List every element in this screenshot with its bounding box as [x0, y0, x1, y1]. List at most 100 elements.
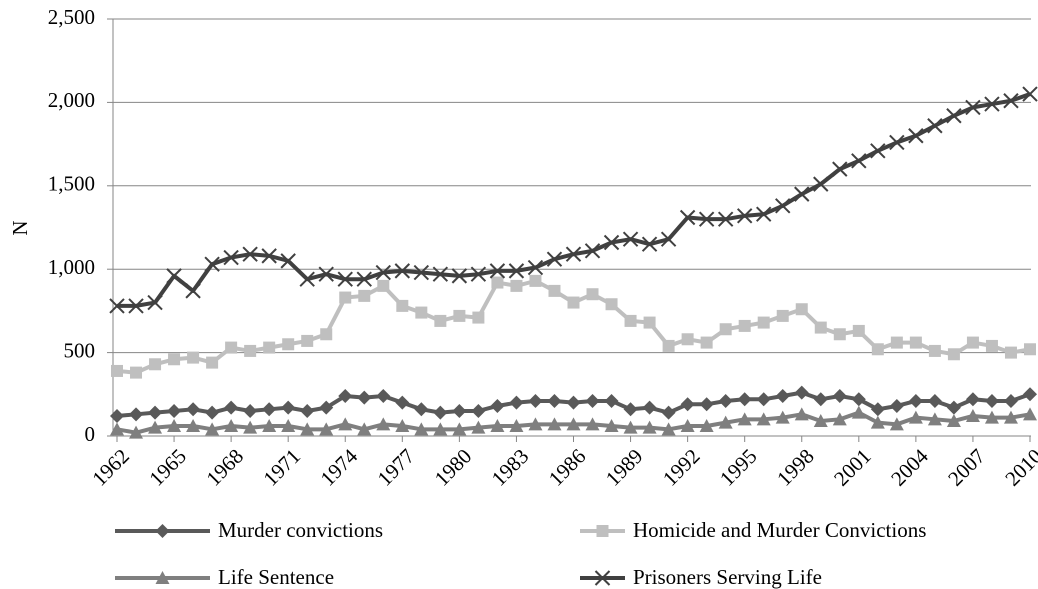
- marker-stroke: [128, 298, 144, 314]
- marker-stroke: [394, 263, 411, 279]
- marker: [414, 422, 429, 436]
- marker: [299, 271, 315, 287]
- marker: [643, 316, 656, 329]
- legend-label: Life Sentence: [218, 565, 334, 589]
- marker: [984, 410, 999, 424]
- marker: [966, 336, 979, 349]
- marker: [794, 407, 809, 421]
- y-tick-label: 2,500: [48, 5, 95, 29]
- marker: [661, 422, 676, 436]
- marker: [567, 296, 580, 309]
- marker: [680, 397, 695, 412]
- marker: [965, 99, 981, 116]
- marker: [491, 276, 504, 289]
- marker: [282, 338, 295, 351]
- marker: [965, 408, 980, 422]
- x-tick-label: 1989: [601, 444, 648, 491]
- x-tick-label: 2001: [829, 444, 876, 491]
- marker: [510, 279, 523, 292]
- marker-stroke: [413, 264, 430, 281]
- marker: [889, 417, 904, 431]
- marker-stroke: [832, 161, 848, 177]
- marker: [699, 418, 714, 432]
- x-tick-label: 2007: [943, 444, 990, 491]
- x-tick-label: 1980: [430, 444, 477, 491]
- marker: [110, 408, 124, 423]
- marker: [472, 311, 485, 324]
- marker: [604, 418, 619, 432]
- marker: [547, 393, 562, 408]
- marker: [927, 412, 942, 426]
- marker: [149, 358, 162, 371]
- marker: [205, 405, 220, 420]
- y-tick-label: 0: [85, 422, 96, 446]
- marker: [224, 400, 239, 415]
- marker-stroke: [318, 266, 334, 282]
- x-tick-label: 2004: [886, 444, 933, 491]
- marker-stroke: [594, 570, 611, 586]
- marker-stroke: [622, 231, 639, 247]
- marker: [508, 263, 525, 279]
- marker-stroke: [204, 256, 220, 272]
- marker-stroke: [965, 99, 981, 116]
- marker: [813, 392, 828, 407]
- marker: [301, 334, 314, 347]
- marker: [225, 341, 238, 354]
- marker: [489, 263, 506, 279]
- marker: [927, 393, 942, 408]
- marker: [129, 407, 144, 422]
- marker-stroke: [223, 249, 239, 266]
- marker-stroke: [356, 271, 372, 287]
- marker: [585, 417, 600, 431]
- marker: [242, 246, 258, 262]
- marker: [832, 388, 847, 403]
- y-tick-label: 2,000: [48, 88, 95, 112]
- marker: [205, 422, 220, 436]
- x-tick-label: 2010: [1000, 444, 1038, 491]
- marker-stroke: [527, 259, 544, 276]
- marker-stroke: [470, 266, 487, 282]
- marker: [832, 161, 848, 177]
- marker: [377, 279, 390, 292]
- marker: [624, 314, 637, 327]
- marker: [471, 403, 486, 418]
- marker: [833, 328, 846, 341]
- marker-stroke: [185, 283, 201, 299]
- marker: [280, 253, 296, 269]
- marker-stroke: [242, 246, 258, 262]
- marker: [775, 198, 791, 214]
- marker: [622, 231, 639, 247]
- marker: [794, 186, 810, 202]
- marker: [852, 324, 865, 337]
- marker-stroke: [717, 211, 734, 227]
- marker: [946, 400, 961, 415]
- marker: [946, 413, 961, 427]
- marker-stroke: [375, 264, 391, 281]
- marker: [851, 392, 866, 407]
- marker: [168, 353, 181, 366]
- marker-stroke: [794, 186, 810, 202]
- marker: [376, 388, 391, 403]
- marker: [509, 395, 524, 410]
- marker: [206, 356, 219, 369]
- marker: [166, 268, 182, 284]
- marker-stroke: [1022, 86, 1038, 102]
- marker: [566, 417, 581, 431]
- marker: [281, 400, 296, 415]
- marker: [451, 268, 468, 284]
- marker: [356, 271, 372, 287]
- marker: [717, 211, 734, 227]
- marker-stroke: [147, 294, 163, 311]
- marker: [529, 274, 542, 287]
- marker: [870, 415, 885, 429]
- marker-stroke: [889, 134, 905, 151]
- marker: [300, 403, 315, 418]
- marker: [375, 264, 391, 281]
- marker: [757, 316, 770, 329]
- marker-stroke: [261, 248, 277, 264]
- marker-stroke: [756, 206, 772, 222]
- marker: [509, 418, 524, 432]
- marker: [946, 108, 962, 124]
- marker: [243, 420, 258, 434]
